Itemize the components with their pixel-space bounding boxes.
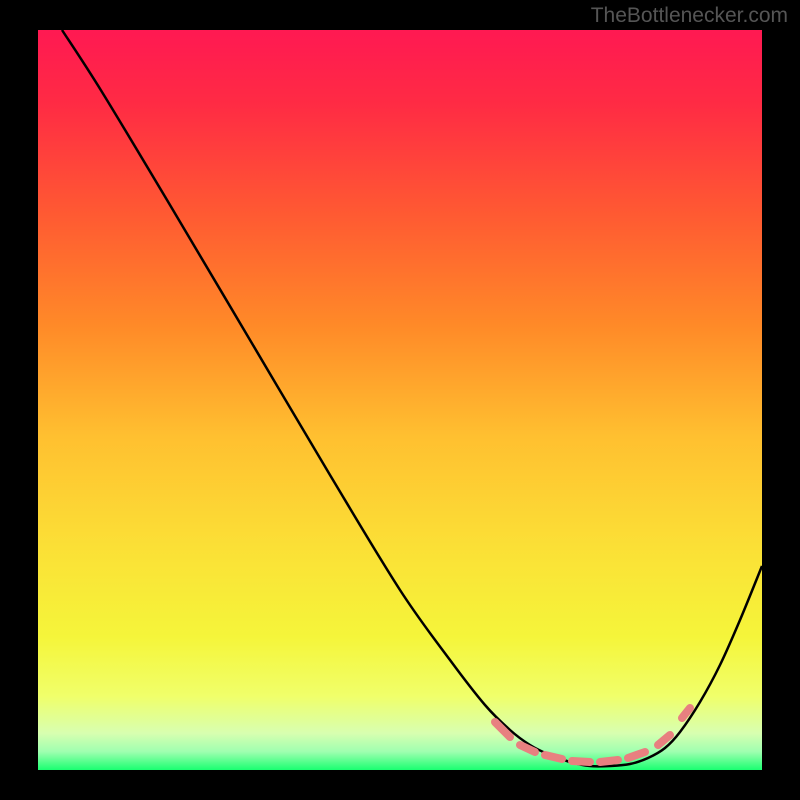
plot-background [38,30,762,770]
watermark-text: TheBottlenecker.com [591,4,788,28]
chart-svg [0,0,800,800]
chart-container: TheBottlenecker.com [0,0,800,800]
